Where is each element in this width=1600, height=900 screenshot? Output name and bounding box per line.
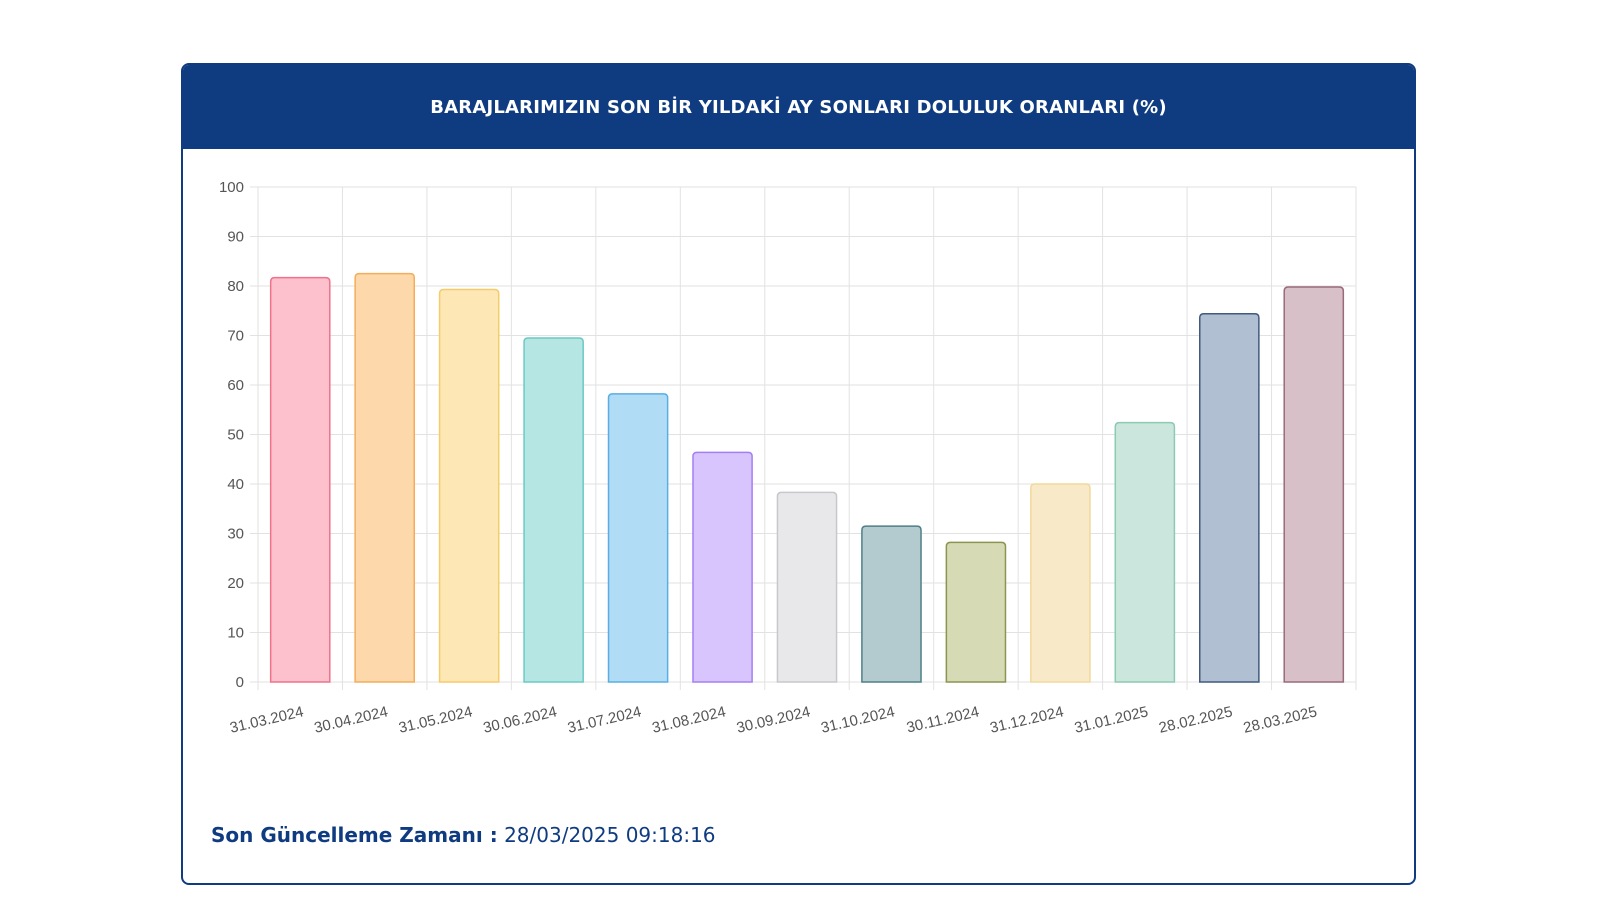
- bar[interactable]: [1030, 483, 1091, 683]
- x-tick-label: 31.03.2024: [228, 703, 305, 736]
- y-tick-label: 70: [227, 328, 244, 345]
- x-tick-label: 28.02.2025: [1157, 703, 1234, 736]
- y-axis-ticks: 0 10 20 30 40 50 60 70 80 90 100: [219, 179, 244, 691]
- y-tick-label: 0: [236, 674, 244, 691]
- x-tick-label: 31.12.2024: [988, 703, 1065, 736]
- y-tick-label: 10: [227, 625, 244, 642]
- y-tick-label: 40: [227, 476, 244, 493]
- x-tick-label: 30.06.2024: [482, 703, 559, 736]
- bar[interactable]: [1283, 286, 1345, 683]
- bar[interactable]: [1199, 312, 1260, 683]
- y-tick-label: 20: [227, 575, 244, 592]
- x-tick-label: 31.10.2024: [819, 703, 896, 736]
- x-tick-label: 28.03.2025: [1242, 703, 1319, 736]
- chart-area: 0 10 20 30 40 50 60 70 80 90 100 31.03.2024 30.04.2…: [183, 149, 1414, 789]
- bar[interactable]: [269, 276, 331, 683]
- y-tick-label: 30: [227, 526, 244, 543]
- y-tick-label: 50: [227, 427, 244, 444]
- bar[interactable]: [1114, 421, 1176, 683]
- grid-layer: [250, 186, 1357, 690]
- x-tick-label: 31.01.2025: [1073, 703, 1150, 736]
- bar[interactable]: [945, 541, 1007, 683]
- bar[interactable]: [438, 288, 500, 683]
- x-tick-label: 31.05.2024: [397, 703, 474, 736]
- chart-card: BARAJLARIMIZIN SON BİR YILDAKİ AY SONLAR…: [181, 63, 1416, 885]
- y-tick-label: 90: [227, 229, 244, 246]
- y-tick-label: 60: [227, 377, 244, 394]
- bar[interactable]: [354, 272, 416, 683]
- x-tick-label: 30.09.2024: [735, 703, 812, 736]
- x-tick-label: 31.08.2024: [650, 703, 727, 736]
- chart-title: BARAJLARIMIZIN SON BİR YILDAKİ AY SONLAR…: [430, 96, 1167, 118]
- bar[interactable]: [607, 393, 669, 683]
- bar-layer: [269, 272, 1345, 683]
- bar[interactable]: [776, 491, 838, 683]
- y-tick-label: 100: [219, 179, 244, 196]
- x-tick-label: 31.07.2024: [566, 703, 643, 736]
- x-axis-ticks: 31.03.2024 30.04.2024 31.05.2024 30.06.2024…: [228, 703, 1319, 736]
- bar[interactable]: [861, 525, 922, 683]
- chart-header: BARAJLARIMIZIN SON BİR YILDAKİ AY SONLAR…: [183, 65, 1414, 149]
- bar[interactable]: [692, 451, 753, 683]
- x-tick-label: 30.11.2024: [905, 703, 981, 736]
- bar-chart: 0 10 20 30 40 50 60 70 80 90 100 31.03.2024 30.04.2…: [219, 179, 1357, 737]
- last-update-label: Son Güncelleme Zamanı :: [211, 823, 498, 847]
- last-update: Son Güncelleme Zamanı : 28/03/2025 09:18…: [211, 823, 716, 847]
- y-tick-label: 80: [227, 278, 244, 295]
- last-update-value: 28/03/2025 09:18:16: [504, 823, 716, 847]
- x-tick-label: 30.04.2024: [313, 703, 390, 736]
- bar[interactable]: [523, 337, 584, 683]
